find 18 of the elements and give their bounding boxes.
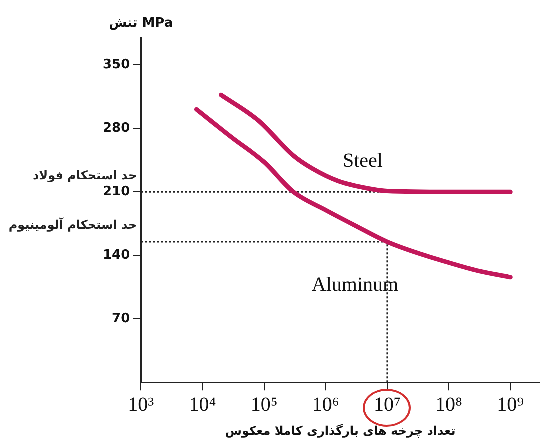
y-tick-label: 70: [112, 311, 130, 326]
ref-line-label: حد استحکام فولاد: [32, 168, 138, 182]
y-tick-label: 140: [102, 248, 130, 264]
y-tick-label: 210: [102, 184, 130, 200]
x-tick-label: 10³: [128, 394, 154, 416]
series-label: Aluminum: [312, 274, 400, 296]
x-tick-label: 10⁵: [250, 394, 278, 416]
y-tick-label: 280: [102, 121, 130, 136]
series-label: Steel: [342, 150, 384, 172]
x-tick-label: 10⁴: [189, 394, 216, 416]
ref-line-label: حد استحکام آلومینیوم: [8, 217, 138, 232]
x-tick-label: 10⁹: [497, 394, 524, 416]
y-tick-label: 350: [102, 58, 130, 73]
x-tick-label: 10⁷: [374, 394, 401, 416]
x-axis-title: تعداد چرخه های بارگذاری کاملا معکوس: [225, 424, 456, 438]
x-tick-label: 10⁶: [312, 394, 340, 416]
y-axis-title: تنش MPa: [109, 16, 174, 31]
x-tick-label: 10⁸: [436, 394, 463, 416]
